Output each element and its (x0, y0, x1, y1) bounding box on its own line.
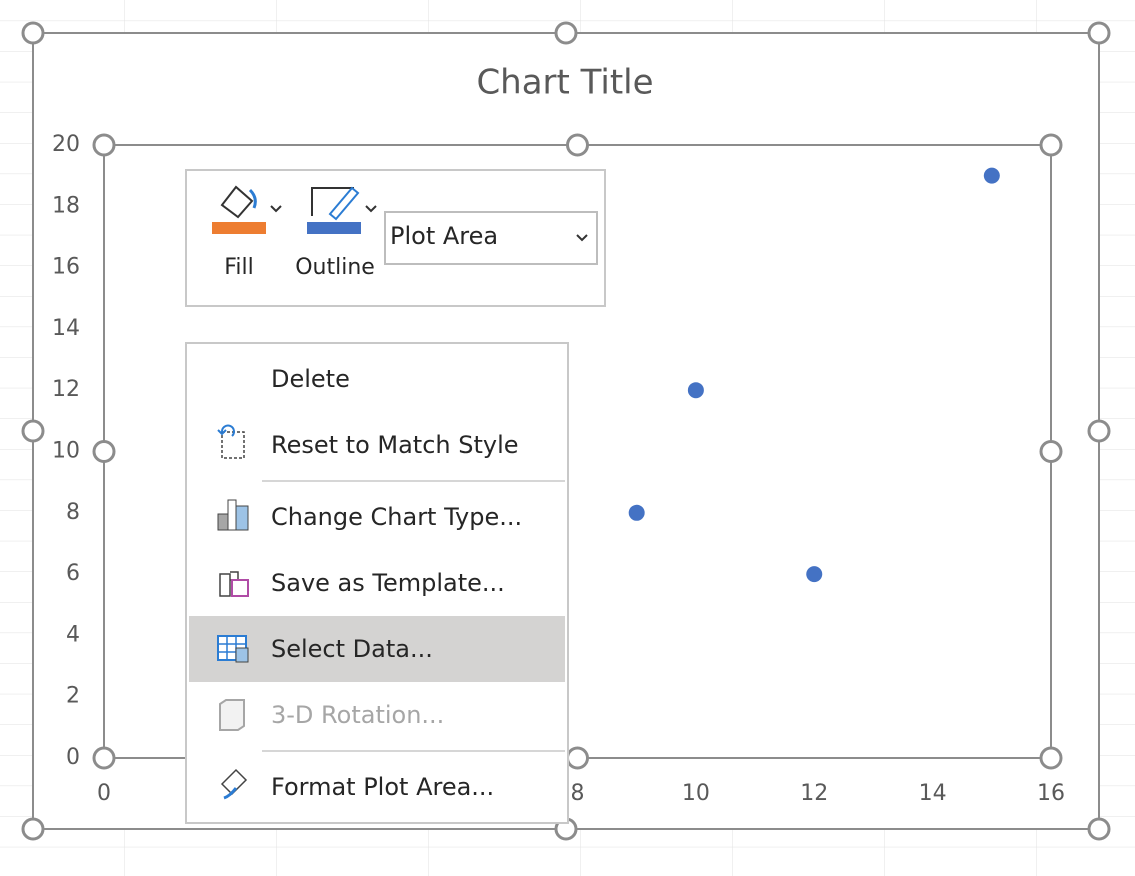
menu-item[interactable]: Change Chart Type... (271, 503, 522, 531)
resize-handle[interactable] (1039, 746, 1063, 770)
x-tick-label: 12 (800, 781, 828, 806)
data-point[interactable] (687, 382, 704, 399)
resize-handle[interactable] (21, 21, 45, 45)
resize-handle[interactable] (1039, 133, 1063, 157)
resize-handle[interactable] (92, 133, 116, 157)
menu-icons (217, 424, 249, 800)
x-tick-label: 16 (1037, 781, 1065, 806)
context-menu: Delete Reset to Match Style Change Chart T… (185, 342, 569, 824)
dropdown-value[interactable]: Plot Area (390, 222, 498, 250)
fill-label[interactable]: Fill (224, 255, 253, 280)
y-tick-label: 8 (66, 500, 80, 525)
y-tick-label: 16 (52, 255, 80, 280)
x-tick-label: 10 (682, 781, 710, 806)
data-point[interactable] (628, 504, 645, 521)
x-tick-label: 8 (571, 781, 585, 806)
menu-highlight (189, 616, 565, 682)
y-tick-label: 6 (66, 561, 80, 586)
data-point[interactable] (983, 167, 1000, 184)
menu-item[interactable]: Save as Template... (271, 569, 505, 597)
y-tick-label: 12 (52, 377, 80, 402)
element-dropdown[interactable]: Plot Area (384, 211, 598, 265)
y-tick-label: 18 (52, 193, 80, 218)
menu-item[interactable]: Reset to Match Style (271, 431, 519, 459)
menu-panel (185, 342, 569, 824)
y-tick-label: 0 (66, 745, 80, 770)
y-tick-label: 4 (66, 622, 80, 647)
resize-handle[interactable] (92, 440, 116, 463)
outline-button[interactable]: Outline (295, 186, 377, 280)
y-tick-label: 2 (66, 684, 80, 709)
chart-title[interactable]: Chart Title (476, 63, 653, 103)
resize-handle[interactable] (21, 419, 45, 443)
resize-handle[interactable] (566, 746, 589, 770)
y-tick-label: 10 (52, 439, 80, 464)
mini-toolbar: Fill Outline Plot Area (185, 169, 606, 307)
x-tick-label: 14 (919, 781, 947, 806)
menu-item: 3-D Rotation... (271, 701, 444, 729)
resize-handle[interactable] (92, 746, 116, 770)
resize-handle[interactable] (1087, 817, 1111, 841)
fill-button[interactable]: Fill (212, 185, 282, 280)
menu-item[interactable]: Select Data... (271, 635, 433, 663)
x-tick-label: 0 (97, 781, 111, 806)
y-tick-label: 20 (52, 132, 80, 157)
menu-item[interactable]: Delete (271, 365, 350, 393)
resize-handle[interactable] (1087, 419, 1111, 443)
resize-handle[interactable] (554, 21, 578, 45)
data-point[interactable] (806, 566, 823, 583)
resize-handle[interactable] (1039, 440, 1063, 463)
menu-item[interactable]: Format Plot Area... (271, 773, 494, 801)
resize-handle[interactable] (566, 133, 589, 157)
resize-handle[interactable] (21, 817, 45, 841)
resize-handle[interactable] (1087, 21, 1111, 45)
y-tick-label: 14 (52, 316, 80, 341)
outline-label[interactable]: Outline (295, 255, 375, 280)
